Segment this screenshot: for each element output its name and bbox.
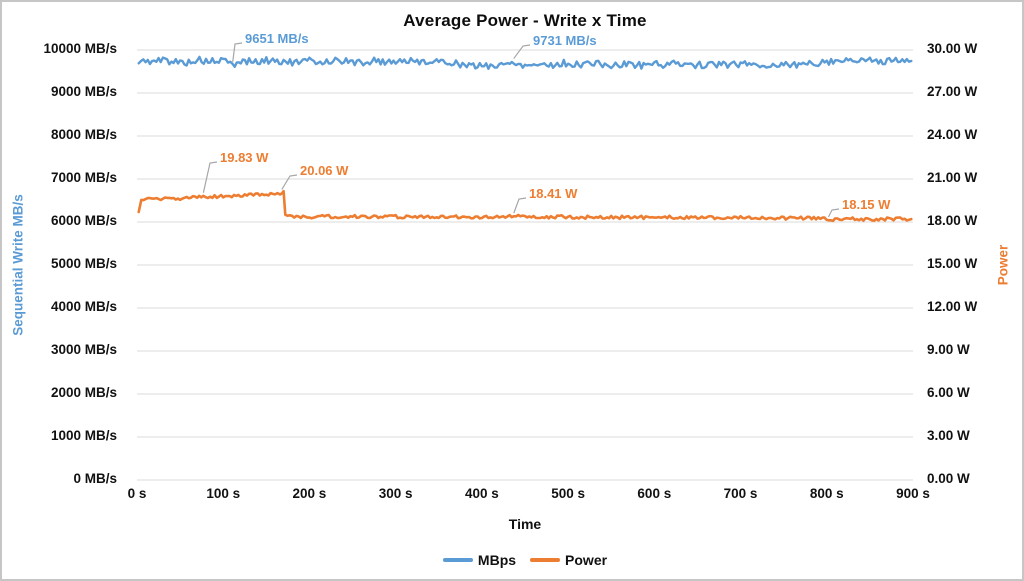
- y-right-tick-label: 6.00 W: [927, 385, 970, 400]
- y-left-axis-title: Sequential Write MB/s: [10, 194, 26, 336]
- legend-item-power: Power: [530, 552, 607, 568]
- legend-item-mbps: MBps: [442, 552, 517, 568]
- y-left-tick-label: 9000 MB/s: [50, 84, 117, 99]
- data-label: 18.41 W: [529, 186, 578, 201]
- y-right-tick-label: 27.00 W: [927, 84, 978, 99]
- x-tick-label: 100 s: [206, 486, 241, 501]
- legend-swatch: [530, 558, 561, 562]
- annotation-leader: [232, 42, 243, 63]
- x-tick-label: 900 s: [896, 486, 930, 501]
- y-left-tick-label: 10000 MB/s: [43, 41, 117, 56]
- y-right-tick-label: 30.00 W: [927, 41, 978, 56]
- y-left-tick-label: 0 MB/s: [73, 471, 117, 486]
- y-right-tick-label: 3.00 W: [927, 428, 970, 443]
- x-tick-label: 500 s: [551, 486, 585, 501]
- data-label: 9651 MB/s: [245, 31, 309, 46]
- data-label: 9731 MB/s: [533, 33, 597, 48]
- y-right-tick-label: 21.00 W: [927, 170, 978, 185]
- x-tick-label: 700 s: [723, 486, 758, 501]
- y-right-tick-label: 15.00 W: [927, 256, 978, 271]
- y-right-axis-title: Power: [995, 244, 1011, 286]
- y-left-tick-label: 5000 MB/s: [50, 256, 117, 271]
- x-tick-label: 400 s: [464, 486, 499, 501]
- y-right-tick-label: 24.00 W: [927, 127, 978, 142]
- legend-label: MBps: [477, 552, 517, 568]
- y-left-tick-label: 7000 MB/s: [50, 170, 117, 185]
- y-left-tick-label: 3000 MB/s: [50, 342, 117, 357]
- data-label: 18.15 W: [842, 197, 891, 212]
- y-left-tick-label: 8000 MB/s: [50, 127, 117, 142]
- data-label: 19.83 W: [220, 150, 269, 165]
- legend: MBps Power: [137, 552, 913, 568]
- x-tick-label: 200 s: [292, 486, 327, 501]
- annotation-leader: [202, 161, 218, 193]
- x-tick-label: 600 s: [637, 486, 672, 501]
- series-line-mbps: [137, 55, 913, 71]
- x-tick-label: 0 s: [127, 486, 147, 501]
- y-left-tick-label: 2000 MB/s: [50, 385, 117, 400]
- annotation-leader: [281, 174, 298, 190]
- x-axis-title: Time: [508, 516, 542, 532]
- y-left-tick-label: 4000 MB/s: [50, 299, 117, 314]
- annotation-leader: [827, 208, 840, 218]
- series-line-power: [137, 189, 913, 223]
- x-tick-label: 300 s: [378, 486, 413, 501]
- y-right-tick-label: 9.00 W: [927, 342, 970, 357]
- legend-swatch: [442, 558, 473, 562]
- y-left-tick-label: 6000 MB/s: [50, 213, 117, 228]
- x-tick-label: 800 s: [809, 486, 844, 501]
- y-right-tick-label: 12.00 W: [927, 299, 978, 314]
- chart-title: Average Power - Write x Time: [403, 11, 647, 30]
- legend-label: Power: [565, 552, 608, 568]
- y-left-tick-label: 1000 MB/s: [50, 428, 117, 443]
- data-label: 20.06 W: [300, 163, 349, 178]
- y-right-tick-label: 18.00 W: [927, 213, 978, 228]
- y-right-tick-label: 0.00 W: [927, 471, 970, 486]
- annotation-leader: [513, 197, 527, 214]
- annotation-leader: [513, 44, 531, 59]
